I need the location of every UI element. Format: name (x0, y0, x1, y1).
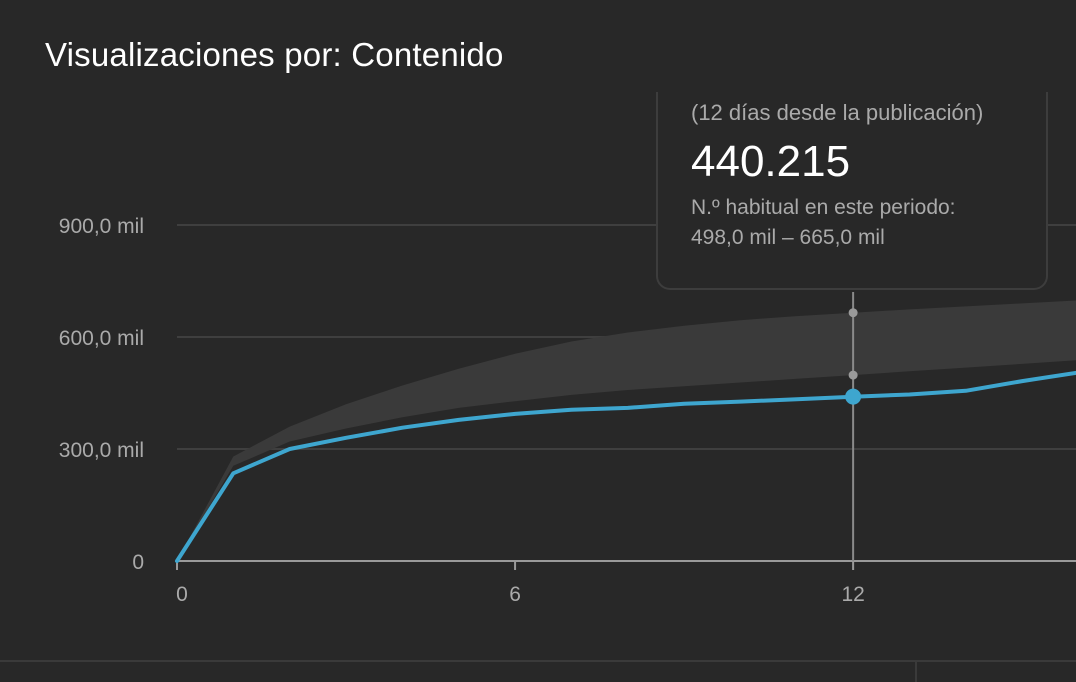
tooltip-range-label: N.º habitual en este periodo: (691, 196, 956, 220)
tooltip-range-text: 498,0 mil – 665,0 mil (691, 226, 885, 250)
chart-title: Visualizaciones por: Contenido (45, 36, 504, 73)
x-tick-label: 0 (176, 583, 188, 606)
y-tick-label: 300,0 mil (59, 439, 144, 462)
tooltip-value: 440.215 (691, 137, 851, 186)
y-tick-label: 600,0 mil (59, 327, 144, 350)
y-tick-label: 0 (132, 551, 144, 574)
y-tick-label: 900,0 mil (59, 215, 144, 238)
hover-marker (848, 292, 858, 561)
x-tick-label: 12 (841, 583, 864, 606)
highlight-point[interactable] (845, 388, 862, 405)
tooltip-subtitle: (12 días desde la publicación) (691, 100, 984, 125)
x-tick-label: 6 (509, 583, 521, 606)
range-high-marker (848, 308, 858, 318)
section-divider-tick (915, 660, 917, 682)
y-axis-ticks: 0 300,0 mil 600,0 mil 900,0 mil (59, 215, 144, 574)
typical-range-band (177, 300, 1076, 561)
range-low-marker (848, 370, 858, 380)
typical-range-area (177, 300, 1076, 561)
highlight-point-group (845, 388, 862, 405)
series-views (175, 370, 1076, 563)
section-divider (0, 660, 1076, 662)
series-line (175, 370, 1076, 563)
tooltip: (12 días desde la publicación) 440.215 N… (656, 92, 1048, 290)
x-axis-ticks: 0 6 12 (176, 561, 865, 606)
